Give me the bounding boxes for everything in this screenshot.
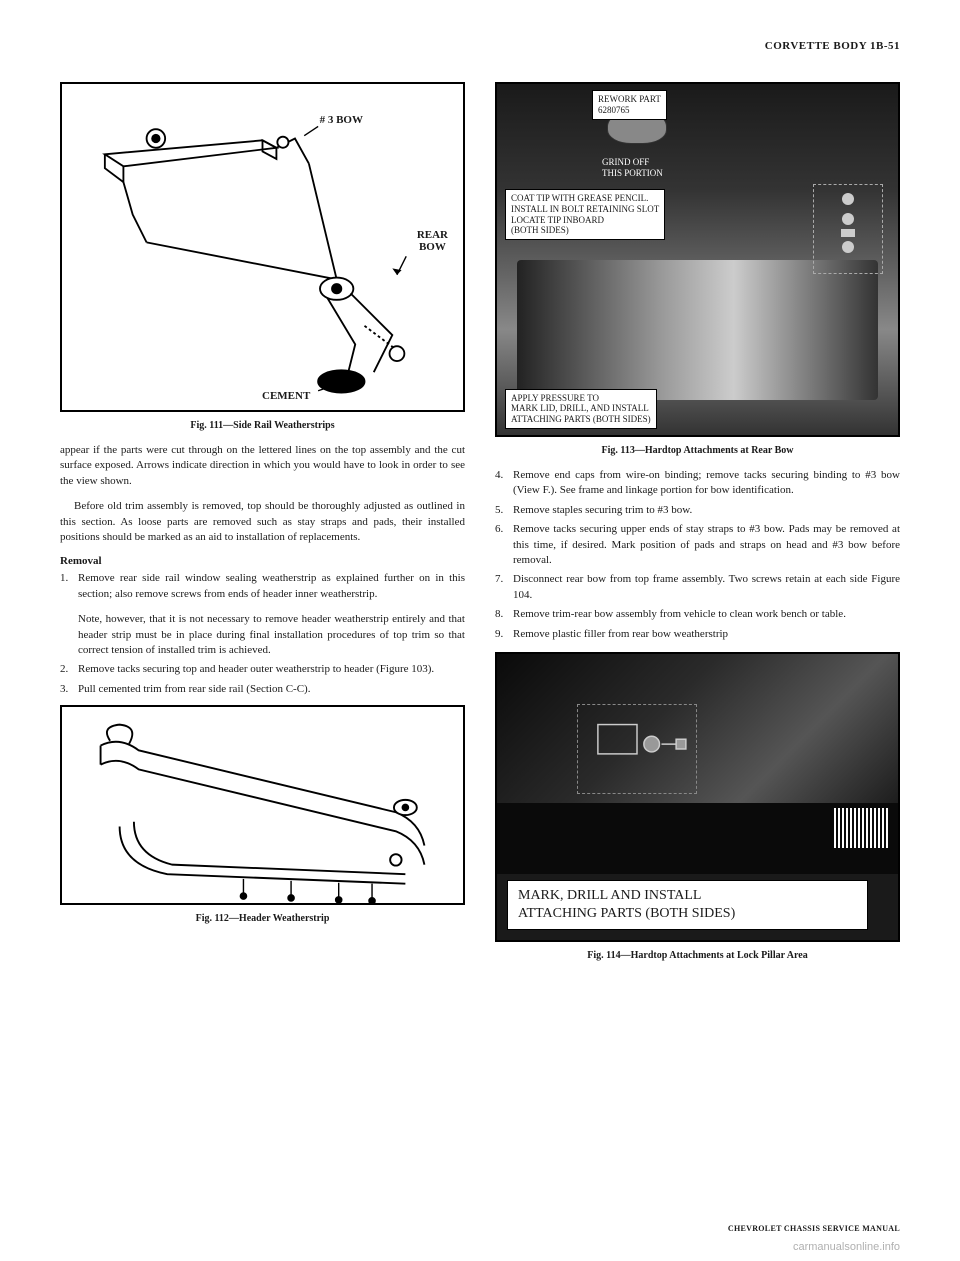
list-text: Remove staples securing trim to #3 bow. xyxy=(513,503,900,518)
page-header: CORVETTE BODY 1B-51 xyxy=(60,40,900,52)
fig111-drawing xyxy=(72,94,453,400)
list-num: 4. xyxy=(495,468,513,499)
removal-item-2: 2. Remove tacks securing top and header … xyxy=(60,662,465,677)
list-item-4: 4. Remove end caps from wire-on binding;… xyxy=(495,468,900,499)
footer-text: CHEVROLET CHASSIS SERVICE MANUAL xyxy=(728,1224,900,1233)
figure-113: REWORK PART 6280765 GRIND OFF THIS PORTI… xyxy=(495,82,900,437)
fig113-callout-rework: REWORK PART 6280765 xyxy=(592,90,667,120)
fig113-callout-grind: GRIND OFF THIS PORTION xyxy=(597,154,668,182)
list-num: 7. xyxy=(495,572,513,603)
list-item-5: 5. Remove staples securing trim to #3 bo… xyxy=(495,503,900,518)
list-text: Remove plastic filler from rear bow weat… xyxy=(513,627,900,642)
list-num: 2. xyxy=(60,662,78,677)
fig112-drawing xyxy=(72,717,453,908)
list-text: Remove tacks securing top and header out… xyxy=(78,662,465,677)
item-text: Remove rear side rail window sealing wea… xyxy=(78,572,465,599)
list-num: 5. xyxy=(495,503,513,518)
figure-111: # 3 BOW REAR BOW CEMENT xyxy=(60,82,465,412)
fig113-callout-coat: COAT TIP WITH GREASE PENCIL. INSTALL IN … xyxy=(505,189,665,240)
item-note: Note, however, that it is not necessary … xyxy=(78,612,465,658)
list-text: Remove trim-rear bow assembly from vehic… xyxy=(513,607,900,622)
list-item-6: 6. Remove tacks securing upper ends of s… xyxy=(495,522,900,568)
list-text: Remove tacks securing upper ends of stay… xyxy=(513,522,900,568)
list-num: 8. xyxy=(495,607,513,622)
fig113-caption: Fig. 113—Hardtop Attachments at Rear Bow xyxy=(495,445,900,456)
list-item-8: 8. Remove trim-rear bow assembly from ve… xyxy=(495,607,900,622)
fig112-caption: Fig. 112—Header Weatherstrip xyxy=(60,913,465,924)
right-column: REWORK PART 6280765 GRIND OFF THIS PORTI… xyxy=(495,82,900,961)
list-text: Pull cemented trim from rear side rail (… xyxy=(78,682,465,697)
removal-item-3: 3. Pull cemented trim from rear side rai… xyxy=(60,682,465,697)
list-item-9: 9. Remove plastic filler from rear bow w… xyxy=(495,627,900,642)
removal-heading: Removal xyxy=(60,555,465,567)
fig111-label-cement: CEMENT xyxy=(262,390,310,402)
left-column: # 3 BOW REAR BOW CEMENT Fig. 111—Side Ra… xyxy=(60,82,465,961)
fig111-label-rearbow: REAR BOW xyxy=(417,229,448,253)
watermark: carmanualsonline.info xyxy=(793,1241,900,1253)
list-text: Remove end caps from wire-on binding; re… xyxy=(513,468,900,499)
list-num: 6. xyxy=(495,522,513,568)
para-2: Before old trim assembly is removed, top… xyxy=(60,499,465,545)
fig114-caption: Fig. 114—Hardtop Attachments at Lock Pil… xyxy=(495,950,900,961)
list-item-7: 7. Disconnect rear bow from top frame as… xyxy=(495,572,900,603)
list-num: 3. xyxy=(60,682,78,697)
list-text: Remove rear side rail window sealing wea… xyxy=(78,571,465,658)
fig114-callout: MARK, DRILL AND INSTALL ATTACHING PARTS … xyxy=(507,880,868,930)
fig111-label-bow3: # 3 BOW xyxy=(320,114,363,126)
fig113-callout-apply: APPLY PRESSURE TO MARK LID, DRILL, AND I… xyxy=(505,389,657,429)
two-column-layout: # 3 BOW REAR BOW CEMENT Fig. 111—Side Ra… xyxy=(60,82,900,961)
list-num: 1. xyxy=(60,571,78,658)
figure-112 xyxy=(60,705,465,905)
list-num: 9. xyxy=(495,627,513,642)
para-1: appear if the parts were cut through on … xyxy=(60,443,465,489)
fig111-caption: Fig. 111—Side Rail Weatherstrips xyxy=(60,420,465,431)
figure-114: MARK, DRILL AND INSTALL ATTACHING PARTS … xyxy=(495,652,900,942)
removal-item-1: 1. Remove rear side rail window sealing … xyxy=(60,571,465,658)
list-text: Disconnect rear bow from top frame assem… xyxy=(513,572,900,603)
